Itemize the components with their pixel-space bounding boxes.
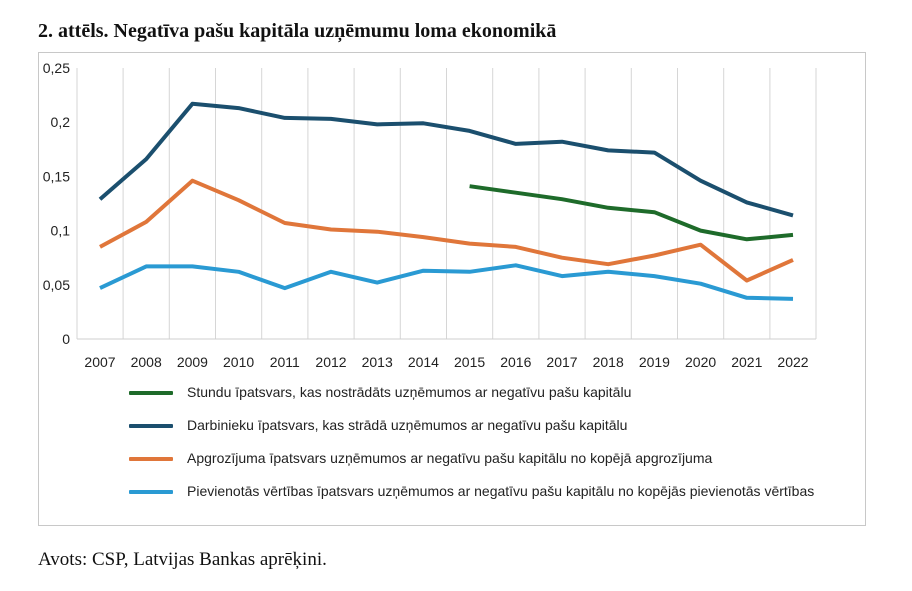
x-tick-label: 2014 (408, 354, 439, 370)
x-tick-label: 2020 (685, 354, 716, 370)
x-tick-label: 2018 (593, 354, 624, 370)
series-line-1 (469, 184, 794, 242)
source-note: Avots: CSP, Latvijas Bankas aprēķini. (38, 549, 327, 570)
y-tick-label: 0,1 (51, 223, 71, 239)
x-tick-label: 2008 (131, 354, 162, 370)
series-line-4 (99, 263, 794, 301)
series-line-3 (99, 178, 794, 283)
y-tick-label: 0,15 (43, 168, 70, 184)
figure-title: 2. attēls. Negatīva pašu kapitāla uzņēmu… (38, 20, 557, 42)
legend-item: Apgrozījuma īpatsvars uzņēmumos ar negat… (129, 450, 829, 467)
x-tick-label: 2010 (223, 354, 254, 370)
x-tick-label: 2022 (777, 354, 808, 370)
y-tick-label: 0,25 (43, 60, 70, 76)
x-tick-label: 2021 (731, 354, 762, 370)
x-tick-label: 2007 (84, 354, 115, 370)
series-layer (98, 101, 794, 301)
legend-label: Apgrozījuma īpatsvars uzņēmumos ar negat… (187, 450, 713, 466)
legend-swatch (129, 457, 173, 461)
legend-item: Stundu īpatsvars, kas nostrādāts uzņēmum… (129, 384, 829, 401)
series-line-2 (98, 101, 794, 218)
y-tick-label: 0,2 (51, 114, 71, 130)
x-tick-label: 2012 (315, 354, 346, 370)
chart-frame: 0 0,05 0,1 0,15 0,2 0,25 2007 2008 2009 2010 2011… (38, 52, 866, 526)
x-axis-ticks: 2007 2008 2009 2010 2011 2012 2013 2014 2015 2016… (84, 354, 808, 370)
x-tick-label: 2019 (639, 354, 670, 370)
legend-swatch (129, 424, 173, 428)
legend-swatch (129, 391, 173, 395)
legend-label: Pievienotās vērtības īpatsvars uzņēmumos… (187, 483, 815, 499)
legend-label: Darbinieku īpatsvars, kas strādā uzņēmum… (187, 417, 628, 433)
legend-label: Stundu īpatsvars, kas nostrādāts uzņēmum… (187, 384, 632, 400)
x-tick-label: 2013 (362, 354, 393, 370)
x-tick-label: 2016 (500, 354, 531, 370)
legend-swatch (129, 490, 173, 494)
legend-item: Darbinieku īpatsvars, kas strādā uzņēmum… (129, 417, 829, 434)
y-axis-ticks: 0 0,05 0,1 0,15 0,2 0,25 (43, 60, 70, 347)
x-tick-label: 2015 (454, 354, 485, 370)
y-tick-label: 0,05 (43, 277, 70, 293)
y-tick-label: 0 (62, 331, 70, 347)
grid-layer (76, 68, 817, 340)
legend-item: Pievienotās vērtības īpatsvars uzņēmumos… (129, 483, 829, 500)
x-tick-label: 2009 (177, 354, 208, 370)
x-tick-label: 2017 (546, 354, 577, 370)
legend: Stundu īpatsvars, kas nostrādāts uzņēmum… (129, 384, 829, 500)
x-tick-label: 2011 (270, 354, 300, 370)
line-chart: 0 0,05 0,1 0,15 0,2 0,25 2007 2008 2009 2010 2011… (43, 60, 817, 370)
